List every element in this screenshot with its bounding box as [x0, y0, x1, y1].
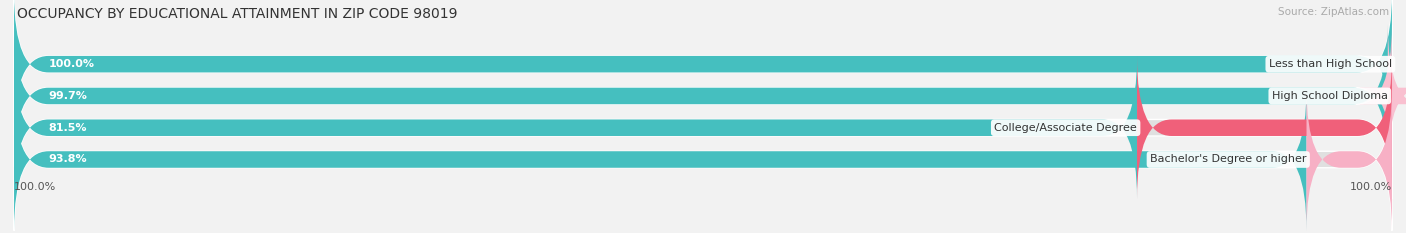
Text: Source: ZipAtlas.com: Source: ZipAtlas.com: [1278, 7, 1389, 17]
Legend: Owner-occupied, Renter-occupied: Owner-occupied, Renter-occupied: [583, 230, 823, 233]
Text: 100.0%: 100.0%: [48, 59, 94, 69]
Text: OCCUPANCY BY EDUCATIONAL ATTAINMENT IN ZIP CODE 98019: OCCUPANCY BY EDUCATIONAL ATTAINMENT IN Z…: [17, 7, 457, 21]
FancyBboxPatch shape: [14, 0, 1392, 135]
FancyBboxPatch shape: [14, 0, 1392, 135]
FancyBboxPatch shape: [14, 88, 1392, 231]
FancyBboxPatch shape: [14, 25, 1392, 167]
Text: 93.8%: 93.8%: [48, 154, 87, 164]
Text: 99.7%: 99.7%: [48, 91, 87, 101]
Text: 81.5%: 81.5%: [48, 123, 87, 133]
Text: Less than High School: Less than High School: [1268, 59, 1392, 69]
FancyBboxPatch shape: [14, 57, 1392, 199]
Text: 100.0%: 100.0%: [14, 182, 56, 192]
FancyBboxPatch shape: [1357, 25, 1406, 167]
FancyBboxPatch shape: [14, 88, 1306, 231]
Text: College/Associate Degree: College/Associate Degree: [994, 123, 1137, 133]
Text: High School Diploma: High School Diploma: [1272, 91, 1388, 101]
Text: 100.0%: 100.0%: [1350, 182, 1392, 192]
FancyBboxPatch shape: [14, 25, 1388, 167]
FancyBboxPatch shape: [14, 57, 1137, 199]
FancyBboxPatch shape: [1137, 57, 1392, 199]
FancyBboxPatch shape: [1306, 88, 1392, 231]
Text: Bachelor's Degree or higher: Bachelor's Degree or higher: [1150, 154, 1306, 164]
